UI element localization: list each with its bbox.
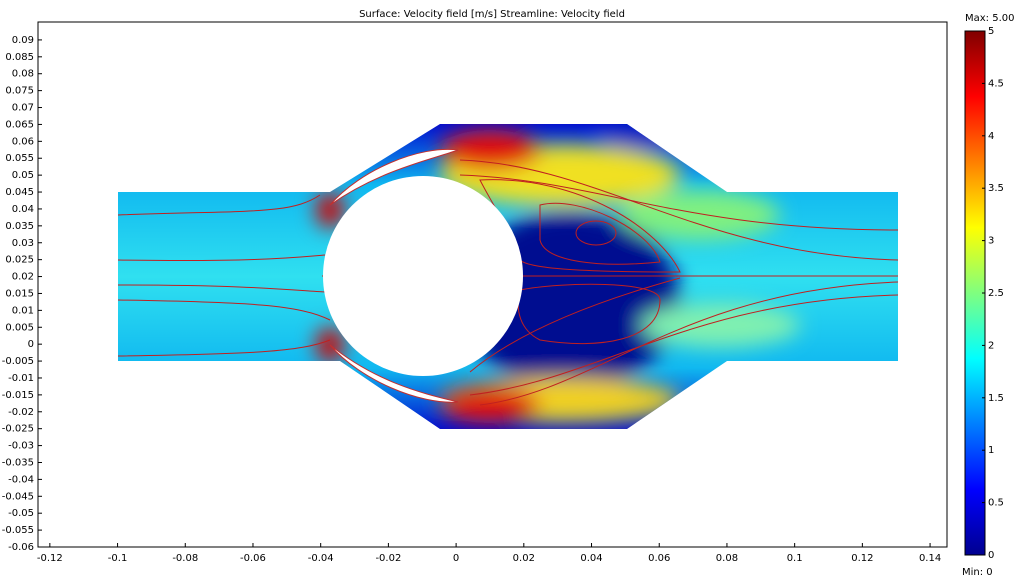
x-tick-label: -0.02 bbox=[375, 553, 401, 564]
y-tick-label: -0.04 bbox=[8, 474, 34, 485]
y-tick-label: -0.01 bbox=[8, 373, 34, 384]
colorbar-min: Min: 0 bbox=[962, 567, 993, 578]
colorbar-tick-label: 3.5 bbox=[988, 183, 1004, 194]
y-tick-label: -0.035 bbox=[2, 457, 34, 468]
x-tick-label: -0.1 bbox=[108, 553, 128, 564]
chart-title: Surface: Velocity field [m/s] Streamline… bbox=[359, 9, 625, 20]
y-tick-label: -0.025 bbox=[2, 424, 34, 435]
y-tick-label: 0.085 bbox=[5, 52, 34, 63]
y-tick-label: -0.045 bbox=[2, 491, 34, 502]
y-tick-label: -0.005 bbox=[2, 356, 34, 367]
colorbar-tick-label: 5 bbox=[988, 26, 994, 37]
y-tick-label: 0.035 bbox=[5, 221, 34, 232]
x-tick-label: 0.1 bbox=[787, 553, 803, 564]
colorbar-tick-label: 2 bbox=[988, 340, 994, 351]
y-tick-label: -0.055 bbox=[2, 525, 34, 536]
y-tick-label: -0.03 bbox=[8, 441, 34, 452]
colorbar-tick-label: 1.5 bbox=[988, 393, 1004, 404]
y-tick-label: -0.06 bbox=[8, 542, 34, 553]
y-tick-label: 0.08 bbox=[12, 69, 34, 80]
colorbar-tick-label: 1 bbox=[988, 445, 994, 456]
x-tick-label: 0.04 bbox=[580, 553, 602, 564]
x-tick-label: -0.08 bbox=[172, 553, 198, 564]
x-tick-label: 0 bbox=[453, 553, 459, 564]
x-tick-label: 0.14 bbox=[919, 553, 941, 564]
x-tick-label: -0.12 bbox=[37, 553, 63, 564]
colorbar-tick-label: 0 bbox=[988, 550, 994, 561]
y-tick-label: 0.02 bbox=[12, 272, 34, 283]
colorbar-tick-label: 3 bbox=[988, 236, 994, 247]
y-tick-label: -0.02 bbox=[8, 407, 34, 418]
y-tick-label: 0.075 bbox=[5, 86, 34, 97]
y-tick-label: 0.055 bbox=[5, 153, 34, 164]
y-tick-label: 0.09 bbox=[12, 35, 34, 46]
x-tick-label: 0.12 bbox=[851, 553, 873, 564]
x-tick-label: 0.06 bbox=[648, 553, 670, 564]
x-tick-label: -0.06 bbox=[240, 553, 266, 564]
y-tick-label: 0.025 bbox=[5, 255, 34, 266]
cylinder bbox=[323, 176, 523, 376]
y-tick-label: -0.05 bbox=[8, 508, 34, 519]
y-tick-label: -0.015 bbox=[2, 390, 34, 401]
colorbar-tick-label: 0.5 bbox=[988, 498, 1004, 509]
colorbar-tick-label: 4.5 bbox=[988, 78, 1004, 89]
x-tick-label: 0.08 bbox=[716, 553, 738, 564]
x-tick-label: 0.02 bbox=[513, 553, 535, 564]
colorbar-tick-label: 2.5 bbox=[988, 288, 1004, 299]
y-tick-label: 0.06 bbox=[12, 136, 34, 147]
y-tick-label: 0.065 bbox=[5, 119, 34, 130]
colorbar-tick-label: 4 bbox=[988, 131, 994, 142]
y-tick-label: 0.03 bbox=[12, 238, 34, 249]
y-tick-label: 0.015 bbox=[5, 288, 34, 299]
y-tick-label: 0.04 bbox=[12, 204, 34, 215]
y-tick-label: 0.05 bbox=[12, 170, 34, 181]
colorbar-max: Max: 5.00 bbox=[965, 13, 1015, 24]
y-tick-label: 0.07 bbox=[12, 103, 34, 114]
x-tick-label: -0.04 bbox=[308, 553, 334, 564]
y-tick-label: 0.01 bbox=[12, 305, 34, 316]
y-tick-label: 0 bbox=[28, 339, 34, 350]
y-tick-label: 0.045 bbox=[5, 187, 34, 198]
y-tick-label: 0.005 bbox=[5, 322, 34, 333]
